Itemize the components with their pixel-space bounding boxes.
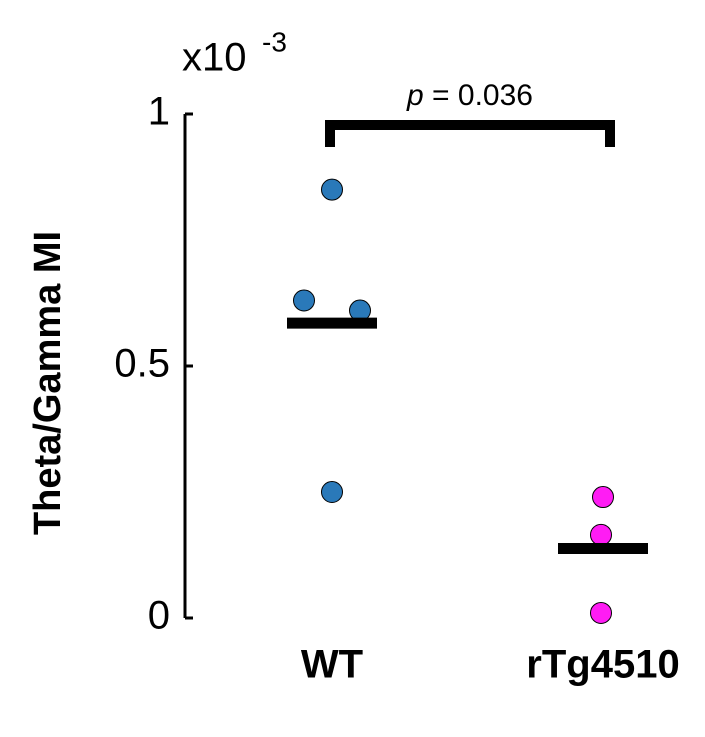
data-point: [293, 289, 315, 312]
significance-bracket: [325, 120, 615, 147]
axis-multiplier-exponent: -3: [262, 26, 287, 57]
p-symbol: p: [406, 79, 424, 112]
significance-label: p = 0.036: [406, 79, 533, 112]
data-point: [590, 601, 612, 624]
data-point: [590, 523, 612, 546]
axis-multiplier-base: x10: [182, 36, 247, 80]
y-tick-label: 0.5: [114, 342, 170, 386]
y-tick-label: 1: [148, 90, 170, 134]
data-point: [321, 481, 343, 503]
p-value: = 0.036: [432, 79, 533, 112]
data-point: [592, 486, 614, 509]
x-tick-label: WT: [301, 643, 363, 687]
y-tick-label: 0: [148, 594, 170, 638]
x-tick-label: rTg4510: [526, 643, 679, 687]
data-point: [321, 178, 343, 201]
y-axis-label: Theta/Gamma MI: [27, 231, 69, 535]
